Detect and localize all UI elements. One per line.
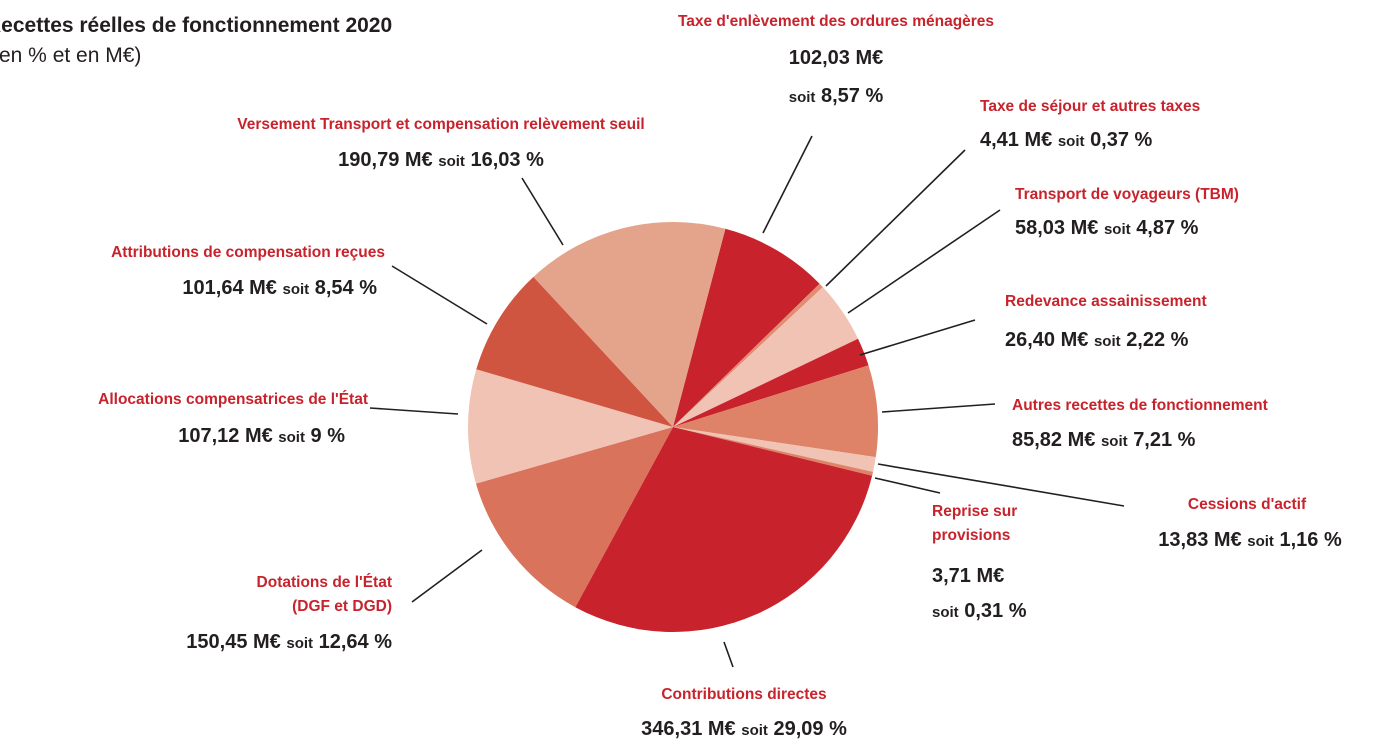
- connector: soit: [1057, 133, 1085, 150]
- slice-label: Transport de voyageurs (TBM): [1015, 186, 1239, 203]
- percent-label: 29,09 %: [773, 718, 847, 740]
- connector: soit: [788, 89, 816, 106]
- leader-line: [391, 265, 488, 325]
- slice-label: Redevance assainissement: [1005, 293, 1207, 310]
- slice-label: Taxe de séjour et autres taxes: [980, 98, 1201, 115]
- leader-line: [411, 549, 483, 603]
- slice-amount: 4,41 M€ soit 0,37 %: [980, 127, 1152, 155]
- amount-label: 346,31 M€: [641, 718, 736, 740]
- leader-line: [877, 463, 1125, 507]
- connector: soit: [1103, 221, 1131, 238]
- slice-percent: soit 8,57 %: [789, 83, 884, 111]
- percent-label: 9 %: [310, 425, 345, 447]
- slice-amount: 107,12 M€ soit 9 %: [178, 423, 345, 451]
- pie-slice: [673, 228, 820, 427]
- slice-label: Reprise sur provisions: [932, 503, 1018, 544]
- percent-label: 8,54 %: [314, 277, 377, 299]
- pie-slice: [476, 276, 673, 427]
- connector: soit: [438, 153, 465, 170]
- slice-label: Contributions directes: [661, 686, 827, 703]
- percent-label: 0,31 %: [964, 600, 1027, 622]
- amount-label: 26,40 M€: [1005, 329, 1089, 351]
- chart-subtitle: (en % et en M€): [0, 44, 142, 67]
- slice-amount: 13,83 M€ soit 1,16 %: [1158, 527, 1341, 555]
- pie-slice: [673, 283, 823, 427]
- slice-amount: 101,64 M€ soit 8,54 %: [182, 275, 377, 303]
- pie-slice: [673, 338, 869, 427]
- leader-line: [881, 403, 996, 413]
- slice-percent: soit 0,31 %: [932, 598, 1027, 626]
- connector: soit: [1100, 433, 1128, 450]
- leader-line: [521, 177, 564, 246]
- pie-slice: [475, 427, 673, 608]
- pie-slice: [673, 287, 859, 427]
- amount-label: 13,83 M€: [1158, 529, 1242, 551]
- amount-label: 58,03 M€: [1015, 217, 1099, 239]
- slice-amount: 85,82 M€ soit 7,21 %: [1012, 427, 1195, 455]
- slice-amount: 102,03 M€: [789, 45, 884, 71]
- percent-label: 8,57 %: [820, 85, 884, 107]
- pie-slice: [575, 427, 873, 632]
- slice-amount: 346,31 M€ soit 29,09 %: [641, 716, 847, 744]
- amount-label: 107,12 M€: [178, 425, 273, 447]
- pie-slice: [533, 221, 726, 427]
- connector: soit: [286, 635, 314, 652]
- slice-label: Cessions d'actif: [1187, 496, 1307, 513]
- slice-amount: 150,45 M€ soit 12,64 %: [186, 629, 392, 657]
- slice-amount: 58,03 M€ soit 4,87 %: [1015, 215, 1198, 243]
- percent-label: 0,37 %: [1090, 129, 1153, 151]
- connector: soit: [932, 604, 959, 621]
- leader-line: [762, 135, 813, 234]
- connector: soit: [741, 722, 768, 739]
- connector: soit: [1093, 333, 1121, 350]
- leader-line: [847, 209, 1001, 314]
- chart-title: Recettes réelles de fonctionnement 2020: [0, 14, 393, 37]
- pie-slice: [673, 427, 876, 472]
- amount-label: 4,41 M€: [980, 129, 1053, 151]
- percent-label: 12,64 %: [318, 631, 392, 653]
- connector: soit: [278, 429, 305, 446]
- slice-amount: 3,71 M€: [932, 563, 1004, 589]
- leader-line: [723, 641, 734, 668]
- percent-label: 16,03 %: [470, 149, 544, 171]
- pie-slice: [673, 427, 874, 476]
- amount-label: 3,71 M€: [932, 565, 1005, 587]
- percent-label: 4,87 %: [1136, 217, 1199, 239]
- slice-amount: 26,40 M€ soit 2,22 %: [1005, 327, 1188, 355]
- leader-line: [859, 319, 976, 356]
- slice-label: Allocations compensatrices de l'État: [98, 391, 368, 408]
- percent-label: 1,16 %: [1279, 529, 1342, 551]
- percent-label: 7,21 %: [1133, 429, 1196, 451]
- pie-slice: [673, 365, 878, 458]
- slice-label: Dotations de l'État (DGF et DGD): [256, 574, 392, 615]
- slice-label: Attributions de compensation reçues: [111, 244, 385, 261]
- slice-label: Taxe d'enlèvement des ordures ménagères: [677, 13, 995, 30]
- amount-label: 85,82 M€: [1012, 429, 1096, 451]
- amount-label: 102,03 M€: [788, 47, 884, 69]
- amount-label: 101,64 M€: [182, 277, 277, 299]
- amount-label: 150,45 M€: [186, 631, 281, 653]
- slice-amount: 190,79 M€ soit 16,03 %: [338, 147, 544, 175]
- amount-label: 190,79 M€: [338, 149, 433, 171]
- connector: soit: [1247, 533, 1274, 550]
- slice-label: Autres recettes de fonctionnement: [1012, 397, 1268, 414]
- leader-line: [825, 149, 966, 287]
- pie-slice: [468, 369, 673, 484]
- leader-line: [874, 477, 941, 494]
- leader-line: [369, 407, 459, 415]
- connector: soit: [282, 281, 310, 298]
- slice-label: Versement Transport et compensation relè…: [237, 116, 645, 133]
- percent-label: 2,22 %: [1126, 329, 1189, 351]
